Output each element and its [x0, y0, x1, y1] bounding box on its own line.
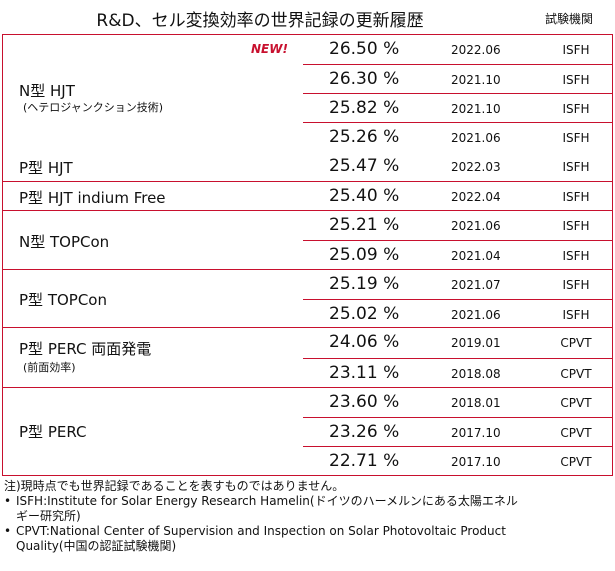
- test-org: ISFH: [562, 160, 590, 174]
- test-org: ISFH: [562, 102, 590, 116]
- table-row: 26.50 % 2022.06 ISFH: [303, 35, 612, 64]
- test-org: ISFH: [562, 73, 590, 87]
- table-row: 23.11 % 2018.08 CPVT: [303, 358, 612, 388]
- record-date: 2019.01: [451, 336, 501, 350]
- efficiency-value: 26.30 %: [329, 69, 400, 89]
- cpvt-line-2: Quality(中国の認証試験機関): [16, 539, 177, 553]
- record-date: 2022.03: [451, 160, 501, 174]
- test-org: ISFH: [562, 219, 590, 233]
- efficiency-value: 25.26 %: [329, 127, 400, 147]
- records-table: N型 HJT (ヘテロジャンクション技術) 26.50 % 2022.06 IS…: [2, 34, 613, 476]
- group-label: P型 HJT indium Free: [19, 189, 166, 207]
- record-date: 2018.08: [451, 367, 501, 381]
- bullet-icon: •: [4, 524, 12, 538]
- test-org: CPVT: [560, 396, 592, 410]
- table-row: 25.26 % 2021.06 ISFH: [303, 122, 612, 152]
- efficiency-value: 25.02 %: [329, 304, 400, 324]
- isfh-line-1: ISFH:Institute for Solar Energy Research…: [16, 494, 518, 508]
- test-org: CPVT: [560, 367, 592, 381]
- table-row: 25.21 % 2021.06 ISFH: [303, 211, 612, 240]
- group-label: P型 TOPCon: [19, 291, 107, 309]
- table-row: 25.02 % 2021.06 ISFH: [303, 299, 612, 329]
- record-date: 2021.06: [451, 308, 501, 322]
- efficiency-value: 25.82 %: [329, 98, 400, 118]
- table-row: 23.26 % 2017.10 CPVT: [303, 417, 612, 447]
- efficiency-value: 22.71 %: [329, 451, 400, 471]
- efficiency-value: 25.47 %: [329, 156, 400, 176]
- group-sublabel: (ヘテロジャンクション技術): [23, 101, 164, 114]
- table-header: R&D、セル変換効率の世界記録の更新履歴 試験機関: [0, 0, 615, 34]
- table-row: 24.06 % 2019.01 CPVT: [303, 328, 612, 357]
- efficiency-value: 23.26 %: [329, 422, 400, 442]
- group-label: P型 PERC 両面発電: [19, 340, 152, 358]
- disclaimer-note: 注)現時点でも世界記録であることを表すものではありません。: [4, 479, 345, 493]
- record-date: 2022.06: [451, 43, 501, 57]
- efficiency-value: 23.60 %: [329, 392, 400, 412]
- efficiency-value: 25.19 %: [329, 274, 400, 294]
- table-row: 25.19 % 2021.07 ISFH: [303, 270, 612, 299]
- group-p-perc-bifacial: P型 PERC 両面発電 (前面効率) 24.06 % 2019.01 CPVT…: [3, 327, 612, 388]
- group-n-hjt: N型 HJT (ヘテロジャンクション技術) 26.50 % 2022.06 IS…: [3, 35, 612, 152]
- table-row: 25.09 % 2021.04 ISFH: [303, 240, 612, 270]
- table-row: 25.82 % 2021.10 ISFH: [303, 93, 612, 123]
- test-org: CPVT: [560, 455, 592, 469]
- test-org: CPVT: [560, 336, 592, 350]
- table-row: 22.71 % 2017.10 CPVT: [303, 446, 612, 476]
- group-p-topcon: P型 TOPCon 25.19 % 2021.07 ISFH 25.02 % 2…: [3, 269, 612, 328]
- bullet-icon: •: [4, 494, 12, 508]
- page-title: R&D、セル変換効率の世界記録の更新履歴: [96, 11, 424, 31]
- group-label: N型 HJT: [19, 82, 75, 100]
- isfh-line-2: ギー研究所): [16, 509, 81, 523]
- group-p-perc: P型 PERC 23.60 % 2018.01 CPVT 23.26 % 201…: [3, 387, 612, 476]
- record-date: 2021.07: [451, 278, 501, 292]
- test-org: ISFH: [562, 308, 590, 322]
- group-sublabel: (前面効率): [23, 361, 76, 374]
- record-date: 2021.10: [451, 73, 501, 87]
- record-date: 2021.06: [451, 219, 501, 233]
- efficiency-value: 25.09 %: [329, 245, 400, 265]
- efficiency-value: 25.21 %: [329, 215, 400, 235]
- record-date: 2017.10: [451, 426, 501, 440]
- table-row: 26.30 % 2021.10 ISFH: [303, 64, 612, 94]
- efficiency-value: 25.40 %: [329, 186, 400, 206]
- test-org: ISFH: [562, 43, 590, 57]
- new-badge: NEW!: [251, 42, 288, 56]
- test-org: ISFH: [562, 190, 590, 204]
- group-label: N型 TOPCon: [19, 233, 110, 251]
- record-date: 2017.10: [451, 455, 501, 469]
- group-p-hjt-indium-free: P型 HJT indium Free 25.40 % 2022.04 ISFH: [3, 181, 612, 211]
- cpvt-line-1: CPVT:National Center of Supervision and …: [16, 524, 506, 538]
- table-row: 25.40 % 2022.04 ISFH: [303, 182, 612, 211]
- test-org: ISFH: [562, 278, 590, 292]
- test-org: ISFH: [562, 249, 590, 263]
- table-row: 23.60 % 2018.01 CPVT: [303, 388, 612, 417]
- record-date: 2022.04: [451, 190, 501, 204]
- efficiency-value: 24.06 %: [329, 332, 400, 352]
- efficiency-value: 26.50 %: [329, 39, 400, 59]
- efficiency-value: 23.11 %: [329, 363, 400, 383]
- cpvt-definition: • CPVT:National Center of Supervision an…: [4, 524, 612, 554]
- test-org: CPVT: [560, 426, 592, 440]
- record-date: 2021.04: [451, 249, 501, 263]
- org-column-header: 試験機関: [544, 12, 593, 26]
- isfh-definition: • ISFH:Institute for Solar Energy Resear…: [4, 494, 612, 524]
- test-org: ISFH: [562, 131, 590, 145]
- group-p-hjt: P型 HJT 25.47 % 2022.03 ISFH: [3, 152, 612, 181]
- footnotes: 注)現時点でも世界記録であることを表すものではありません。 • ISFH:Ins…: [4, 479, 612, 554]
- record-date: 2021.06: [451, 131, 501, 145]
- record-date: 2018.01: [451, 396, 501, 410]
- record-date: 2021.10: [451, 102, 501, 116]
- table-row: 25.47 % 2022.03 ISFH: [303, 152, 612, 181]
- group-label: P型 HJT: [19, 159, 73, 177]
- group-n-topcon: N型 TOPCon 25.21 % 2021.06 ISFH 25.09 % 2…: [3, 210, 612, 270]
- group-label: P型 PERC: [19, 423, 87, 441]
